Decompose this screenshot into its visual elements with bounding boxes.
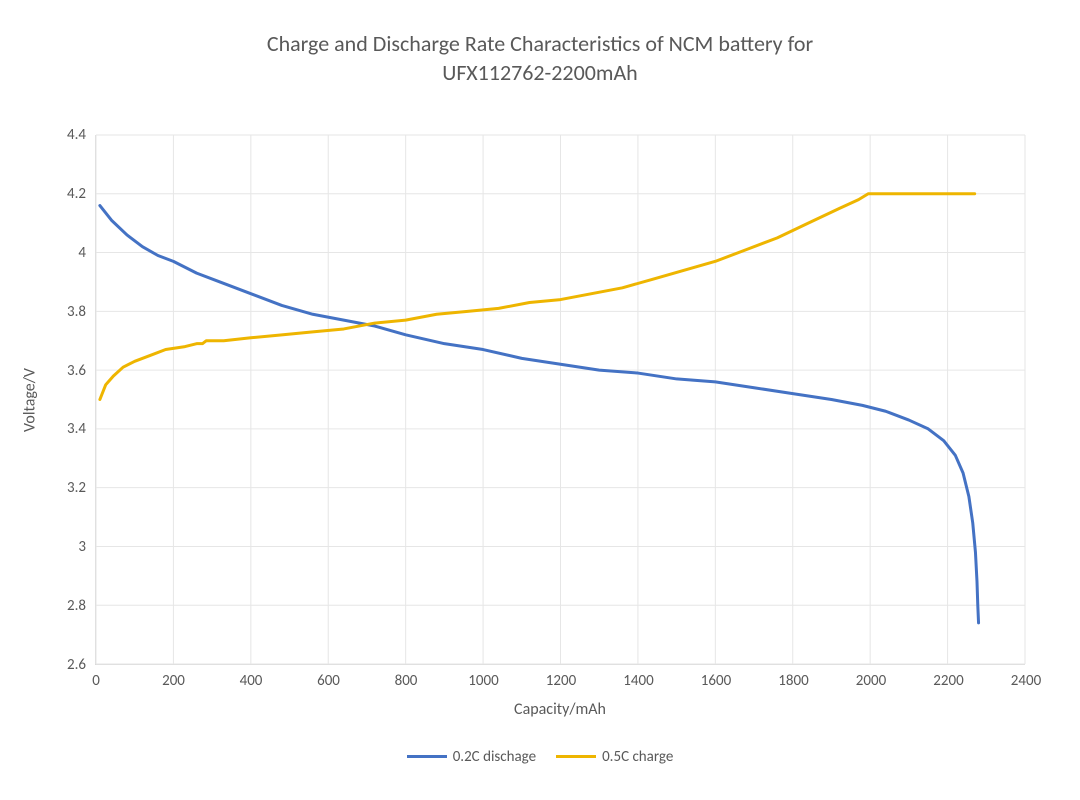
- x-tick-label: 400: [240, 664, 263, 690]
- legend-label: 0.5C charge: [602, 748, 673, 766]
- x-tick-label: 1400: [623, 664, 653, 690]
- legend-swatch: [556, 755, 596, 758]
- y-tick-label: 3.6: [67, 362, 96, 380]
- series-line: [100, 194, 975, 400]
- chart-container: Charge and Discharge Rate Characteristic…: [0, 0, 1080, 800]
- x-tick-label: 0: [92, 664, 100, 690]
- x-tick-label: 800: [395, 664, 418, 690]
- y-tick-label: 3.4: [67, 420, 96, 438]
- legend-swatch: [407, 755, 447, 758]
- y-tick-label: 3.8: [67, 303, 96, 321]
- series-line: [100, 206, 979, 623]
- legend-item: 0.2C dischage: [407, 748, 536, 766]
- y-tick-label: 4.2: [67, 185, 96, 203]
- y-tick-label: 2.8: [67, 597, 96, 615]
- y-tick-label: 4.4: [67, 126, 96, 144]
- x-tick-label: 1000: [468, 664, 498, 690]
- y-axis-label: Voltage/V: [21, 368, 40, 432]
- y-tick-label: 4: [78, 244, 96, 262]
- x-tick-label: 600: [317, 664, 340, 690]
- x-tick-label: 2000: [856, 664, 886, 690]
- x-tick-label: 200: [162, 664, 185, 690]
- series-lines: [96, 135, 1025, 664]
- x-tick-label: 1600: [701, 664, 731, 690]
- title-line1: Charge and Discharge Rate Characteristic…: [267, 30, 813, 57]
- x-tick-label: 1800: [778, 664, 808, 690]
- legend: 0.2C dischage 0.5C charge: [0, 745, 1080, 766]
- y-tick-label: 3: [78, 538, 96, 556]
- title-line2: UFX112762-2200mAh: [442, 59, 638, 86]
- x-tick-label: 1200: [546, 664, 576, 690]
- x-tick-label: 2200: [933, 664, 963, 690]
- x-tick-label: 2400: [1011, 664, 1041, 690]
- x-axis-label: Capacity/mAh: [514, 700, 606, 719]
- y-tick-label: 3.2: [67, 479, 96, 497]
- legend-label: 0.2C dischage: [453, 748, 536, 766]
- legend-item: 0.5C charge: [556, 748, 673, 766]
- chart-title: Charge and Discharge Rate Characteristic…: [0, 30, 1080, 87]
- plot-area: 2.62.833.23.43.63.844.24.402004006008001…: [95, 135, 1025, 665]
